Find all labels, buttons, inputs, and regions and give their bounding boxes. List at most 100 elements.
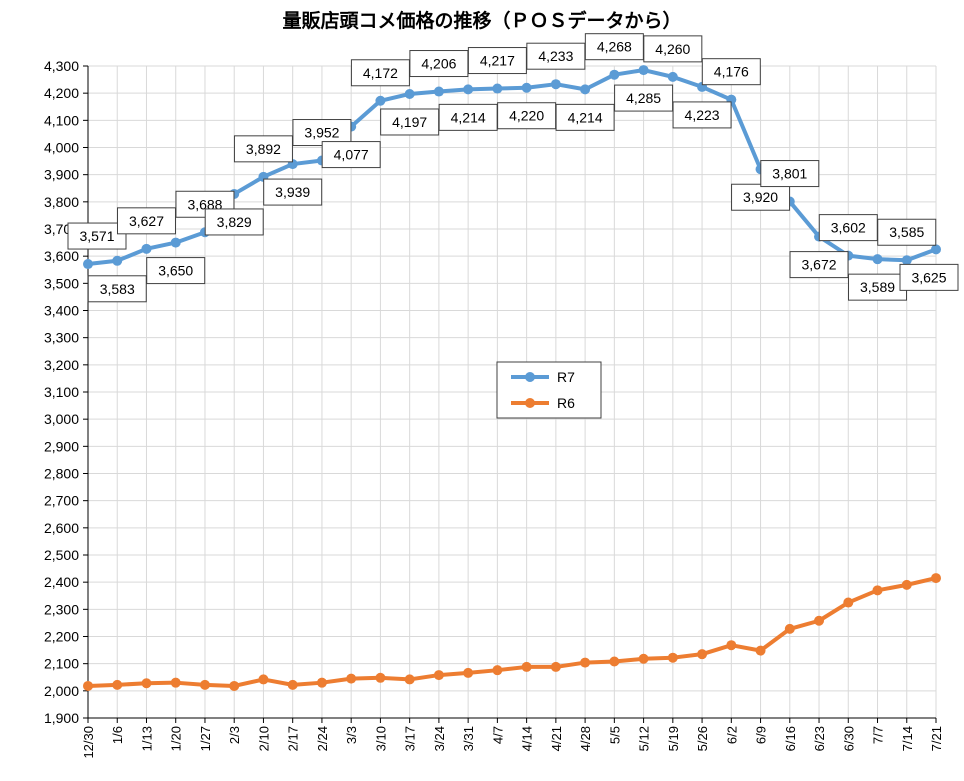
data-label: 4,268 [597, 39, 632, 55]
data-point-r6 [784, 623, 795, 634]
data-point-r6 [609, 656, 620, 667]
data-label-box [789, 251, 849, 279]
data-point-r6 [755, 645, 766, 656]
data-point-r7 [83, 259, 93, 270]
y-tick-label: 4,000 [44, 140, 79, 156]
data-label: 3,571 [79, 228, 114, 244]
data-point-r7 [404, 88, 415, 99]
x-tick-label: 7/21 [929, 726, 944, 751]
data-point-r6 [872, 585, 883, 596]
x-tick-label: 2/24 [315, 726, 330, 751]
data-point-r6 [521, 661, 532, 672]
y-tick-label: 3,000 [44, 411, 79, 427]
x-tick-label: 1/27 [198, 726, 213, 751]
data-point-r6 [141, 678, 152, 689]
data-point-r7 [170, 237, 181, 248]
data-point-r6 [83, 680, 93, 691]
y-tick-label: 2,700 [44, 493, 79, 509]
data-label: 4,233 [538, 48, 573, 64]
data-label-box [409, 50, 469, 78]
data-label: 4,206 [421, 56, 456, 72]
data-point-r7 [580, 84, 591, 95]
data-point-r6 [843, 597, 854, 608]
x-tick-label: 3/17 [403, 726, 418, 751]
data-label: 4,260 [655, 41, 690, 57]
data-label: 3,627 [129, 213, 164, 229]
data-label-box [848, 273, 908, 301]
data-point-r7 [521, 82, 532, 93]
x-tick-label: 6/16 [783, 726, 798, 751]
data-label-box [672, 101, 732, 129]
data-label: 4,214 [451, 109, 486, 125]
data-label: 3,939 [275, 184, 310, 200]
data-label-box [380, 108, 440, 136]
y-tick-label: 2,800 [44, 466, 79, 482]
data-point-r7 [141, 243, 152, 254]
data-label: 4,220 [509, 108, 544, 124]
x-tick-label: 7/14 [900, 726, 915, 751]
data-label: 4,223 [685, 107, 720, 123]
data-point-r7 [931, 244, 941, 255]
y-tick-label: 3,800 [44, 194, 79, 210]
data-label: 4,285 [626, 90, 661, 106]
data-label-box [497, 102, 557, 130]
data-point-r6 [112, 679, 123, 690]
legend [496, 361, 602, 419]
y-tick-label: 4,100 [44, 112, 79, 128]
x-tick-label: 6/2 [724, 726, 739, 744]
data-label-box [526, 42, 586, 70]
x-tick-label: 4/21 [549, 726, 564, 751]
data-label-box [67, 222, 127, 250]
data-label-box [146, 257, 206, 285]
chart-title: 量販店頭コメ価格の推移（ＰＯＳデータから） [282, 10, 682, 32]
data-label: 3,920 [743, 189, 778, 205]
data-point-r7 [112, 255, 123, 266]
data-label-box [555, 103, 615, 131]
x-tick-label: 3/31 [461, 726, 476, 751]
x-tick-label: 5/19 [666, 726, 681, 751]
data-label-box [584, 33, 644, 61]
data-label-box [321, 141, 381, 169]
data-point-r7 [667, 71, 678, 82]
y-tick-label: 2,300 [44, 601, 79, 617]
data-point-r6 [375, 672, 386, 683]
x-tick-label: 3/24 [432, 726, 447, 751]
y-tick-label: 3,200 [44, 357, 79, 373]
y-tick-label: 4,200 [44, 85, 79, 101]
y-tick-label: 3,500 [44, 275, 79, 291]
y-tick-label: 2,400 [44, 574, 79, 590]
data-point-r7 [433, 86, 444, 97]
data-point-r6 [316, 677, 327, 688]
data-label: 3,583 [100, 281, 135, 297]
x-tick-label: 1/6 [110, 726, 125, 744]
data-label: 4,176 [714, 64, 749, 80]
data-point-r7 [609, 69, 620, 80]
data-point-r6 [404, 674, 415, 685]
y-tick-label: 2,000 [44, 683, 79, 699]
data-label: 3,650 [158, 263, 193, 279]
data-point-r6 [638, 653, 649, 664]
data-label: 3,602 [831, 220, 866, 236]
legend-label-r6: R6 [557, 395, 575, 411]
data-point-r6 [667, 652, 678, 663]
x-tick-label: 2/3 [227, 726, 242, 744]
x-tick-label: 6/23 [812, 726, 827, 751]
data-label-box [438, 103, 498, 131]
data-point-r6 [492, 665, 503, 676]
y-tick-label: 4,300 [44, 58, 79, 74]
x-tick-label: 6/30 [841, 726, 856, 751]
data-label-box [899, 263, 959, 291]
data-label-box [877, 218, 937, 246]
data-point-r6 [931, 573, 941, 584]
data-label-box [818, 214, 878, 242]
data-label: 3,625 [911, 269, 946, 285]
y-tick-label: 3,300 [44, 330, 79, 346]
x-tick-label: 1/13 [139, 726, 154, 751]
data-point-r6 [901, 579, 912, 590]
data-point-r6 [258, 674, 269, 685]
x-tick-label: 3/10 [373, 726, 388, 751]
x-tick-label: 4/7 [490, 726, 505, 744]
data-label-box [467, 47, 527, 75]
x-tick-label: 4/28 [578, 726, 593, 751]
data-point-r6 [814, 615, 825, 626]
